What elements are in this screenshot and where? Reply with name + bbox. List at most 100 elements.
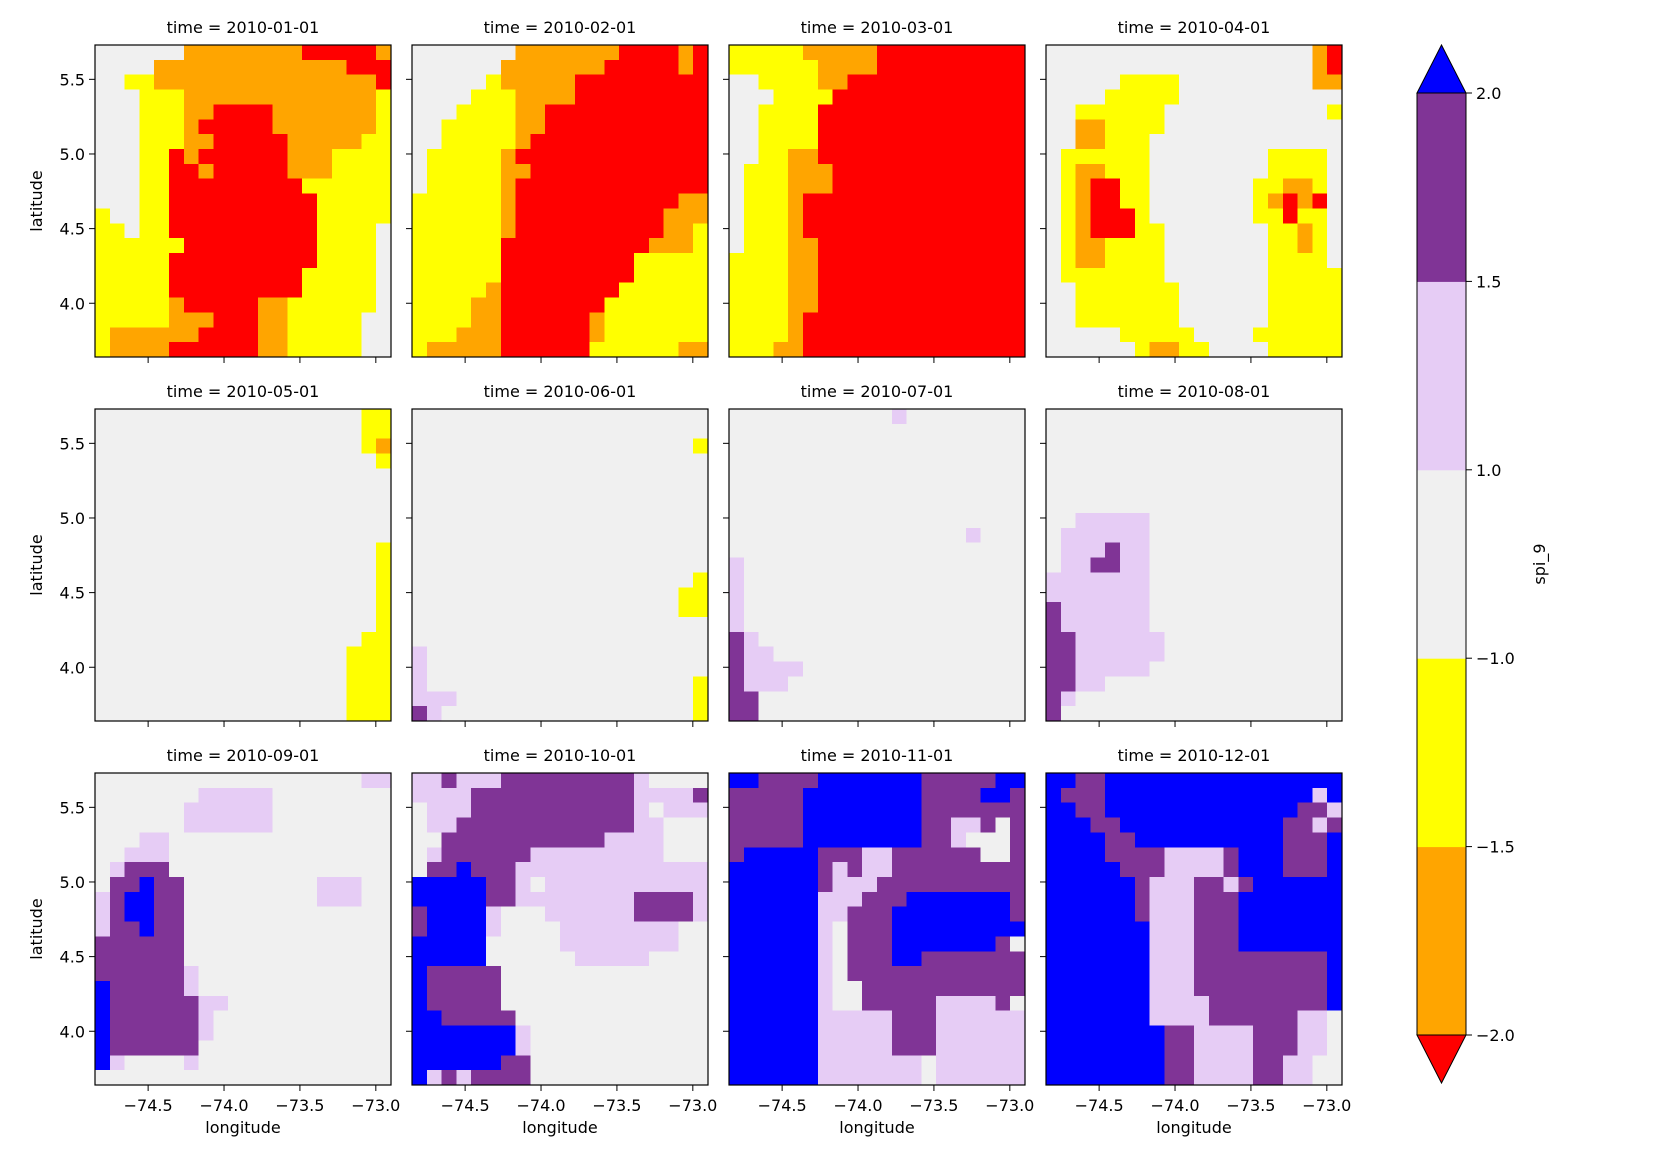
- heatmap-cell: [1075, 787, 1091, 804]
- heatmap-cell: [980, 223, 996, 239]
- heatmap-cell: [287, 832, 303, 848]
- heatmap-cell: [346, 1070, 362, 1086]
- heatmap-cell: [139, 891, 155, 908]
- heatmap-cell: [1010, 906, 1026, 923]
- heatmap-cell: [1149, 253, 1165, 269]
- heatmap-cell: [272, 602, 288, 618]
- heatmap-cell: [1060, 787, 1077, 804]
- heatmap-cell: [545, 706, 561, 722]
- heatmap-cell: [1327, 602, 1343, 618]
- heatmap-cell: [1208, 587, 1225, 603]
- heatmap-cell: [560, 282, 576, 299]
- heatmap-cell: [743, 832, 760, 848]
- heatmap-cell: [1282, 847, 1299, 863]
- heatmap-cell: [936, 297, 952, 314]
- heatmap-cell: [1297, 89, 1313, 106]
- heatmap-cell: [847, 74, 863, 91]
- heatmap-cell: [648, 936, 665, 952]
- heatmap-cell: [243, 59, 259, 76]
- heatmap-cell: [1105, 862, 1121, 878]
- heatmap-cell: [1046, 208, 1062, 224]
- heatmap-cell: [139, 119, 155, 135]
- heatmap-cell: [847, 423, 863, 440]
- heatmap-cell: [456, 773, 472, 789]
- heatmap-cell: [803, 617, 819, 633]
- heatmap-cell: [995, 981, 1011, 997]
- heatmap-cell: [471, 453, 487, 470]
- heatmap-cell: [243, 119, 259, 135]
- heatmap-cell: [1010, 921, 1026, 938]
- heatmap-cell: [1268, 423, 1284, 440]
- heatmap-cell: [376, 862, 392, 878]
- heatmap-cell: [124, 193, 140, 210]
- heatmap-cell: [317, 513, 333, 529]
- heatmap-cell: [1253, 877, 1269, 893]
- y-axis-label: latitude: [27, 898, 46, 959]
- heatmap-cell: [287, 409, 303, 425]
- heatmap-cell: [1010, 817, 1026, 834]
- heatmap-cell: [604, 891, 620, 908]
- heatmap-cell: [361, 847, 377, 863]
- heatmap-cell: [376, 542, 392, 559]
- heatmap-cell: [500, 891, 517, 908]
- heatmap-cell: [169, 847, 185, 863]
- heatmap-cell: [1327, 223, 1343, 239]
- heatmap-cell: [1010, 498, 1026, 514]
- heatmap-cell: [619, 1055, 635, 1071]
- heatmap-cell: [589, 527, 605, 544]
- heatmap-cell: [619, 906, 635, 923]
- heatmap-cell: [486, 602, 502, 618]
- heatmap-cell: [109, 617, 126, 633]
- heatmap-cell: [169, 1070, 185, 1086]
- heatmap-cell: [228, 193, 244, 210]
- heatmap-cell: [1223, 297, 1239, 314]
- heatmap-cell: [832, 787, 848, 804]
- heatmap-cell: [376, 847, 392, 863]
- heatmap-cell: [272, 966, 288, 982]
- heatmap-cell: [1179, 691, 1195, 707]
- heatmap-cell: [109, 572, 126, 588]
- heatmap-cell: [877, 282, 893, 299]
- heatmap-cell: [426, 119, 443, 135]
- heatmap-cell: [773, 453, 789, 470]
- heatmap-cell: [183, 1010, 200, 1027]
- heatmap-cell: [426, 163, 443, 180]
- heatmap-cell: [426, 1055, 443, 1071]
- heatmap-cell: [302, 706, 318, 722]
- heatmap-cell: [803, 327, 819, 343]
- heatmap-cell: [272, 119, 288, 135]
- heatmap-cell: [1105, 676, 1121, 692]
- heatmap-cell: [634, 773, 650, 789]
- heatmap-cell: [803, 297, 819, 314]
- heatmap-cell: [1238, 409, 1254, 425]
- heatmap-cell: [1282, 438, 1299, 455]
- heatmap-cell: [213, 706, 229, 722]
- heatmap-cell: [1164, 45, 1180, 61]
- heatmap-cell: [257, 498, 274, 514]
- heatmap-cell: [412, 691, 428, 707]
- heatmap-cell: [758, 297, 774, 314]
- heatmap-cell: [634, 423, 650, 440]
- heatmap-cell: [302, 557, 318, 574]
- heatmap-cell: [228, 223, 244, 239]
- heatmap-cell: [154, 646, 170, 663]
- heatmap-cell: [906, 1025, 922, 1042]
- heatmap-cell: [560, 498, 576, 514]
- heatmap-cell: [228, 134, 244, 150]
- heatmap-cell: [545, 617, 561, 633]
- heatmap-cell: [1194, 891, 1210, 908]
- heatmap-cell: [803, 104, 819, 120]
- heatmap-cell: [346, 149, 362, 165]
- heatmap-cell: [604, 149, 620, 165]
- heatmap-cell: [604, 602, 620, 618]
- heatmap-cell: [426, 149, 443, 165]
- heatmap-cell: [243, 483, 259, 499]
- heatmap-cell: [331, 646, 348, 663]
- heatmap-cell: [302, 906, 318, 923]
- heatmap-cell: [862, 45, 878, 61]
- heatmap-cell: [1223, 572, 1239, 588]
- heatmap-cell: [243, 676, 259, 692]
- heatmap-cell: [243, 468, 259, 484]
- heatmap-cell: [183, 1040, 200, 1056]
- heatmap-cell: [169, 787, 185, 804]
